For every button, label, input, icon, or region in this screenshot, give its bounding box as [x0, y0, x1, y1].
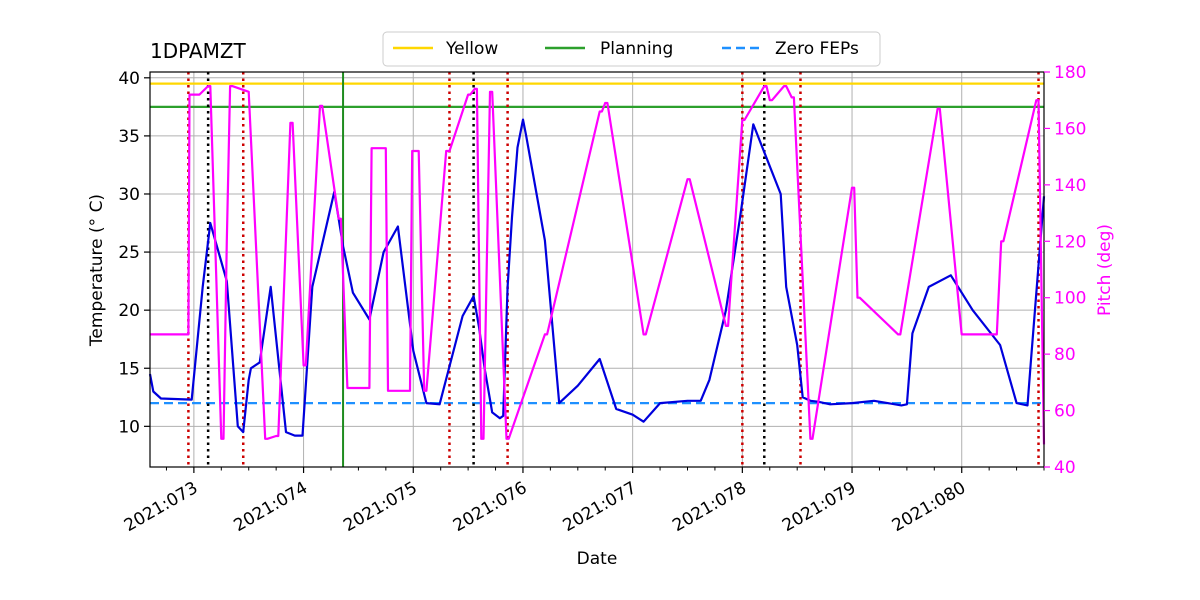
pitch-series-line	[150, 85, 1046, 445]
y-right-tick-label: 100	[1054, 289, 1086, 309]
legend-label-yellow: Yellow	[445, 39, 498, 59]
y-right-tick-label: 40	[1054, 458, 1076, 478]
x-axis-label: Date	[577, 549, 618, 569]
temperature-series-line	[148, 118, 1046, 437]
y-left-tick-label: 15	[118, 359, 140, 379]
chart-title: 1DPAMZT	[150, 39, 247, 63]
y-right-tick-label: 80	[1054, 345, 1076, 365]
y-right-tick-label: 180	[1054, 63, 1086, 83]
grid	[150, 72, 1044, 467]
legend-label-planning: Planning	[600, 39, 673, 59]
legend-box	[382, 31, 881, 67]
y-axis-left: 10 15 20 25 30 35 40	[118, 69, 150, 437]
threshold-lines	[150, 82, 1044, 405]
y-left-tick-label: 10	[118, 417, 140, 437]
plot-frame	[149, 71, 1045, 468]
series-lines	[148, 85, 1046, 445]
y-axis-right-label: Pitch (deg)	[1095, 224, 1115, 316]
y-left-tick-label: 30	[118, 185, 140, 205]
y-left-tick-label: 25	[118, 243, 140, 263]
y-right-tick-label: 60	[1054, 402, 1076, 422]
y-right-tick-label: 120	[1054, 232, 1086, 252]
y-axis-left-label: Temperature (° C)	[87, 194, 107, 347]
y-left-tick-label: 40	[118, 69, 140, 89]
y-axis-right: 40 60 80 100 120 140 160 180	[1044, 63, 1086, 478]
y-left-tick-label: 35	[118, 127, 140, 147]
y-right-tick-label: 140	[1054, 176, 1086, 196]
y-left-tick-label: 20	[118, 301, 140, 321]
y-right-tick-label: 160	[1054, 119, 1086, 139]
legend: Yellow Planning Zero FEPs	[382, 31, 881, 67]
legend-label-zero-feps: Zero FEPs	[775, 39, 859, 59]
